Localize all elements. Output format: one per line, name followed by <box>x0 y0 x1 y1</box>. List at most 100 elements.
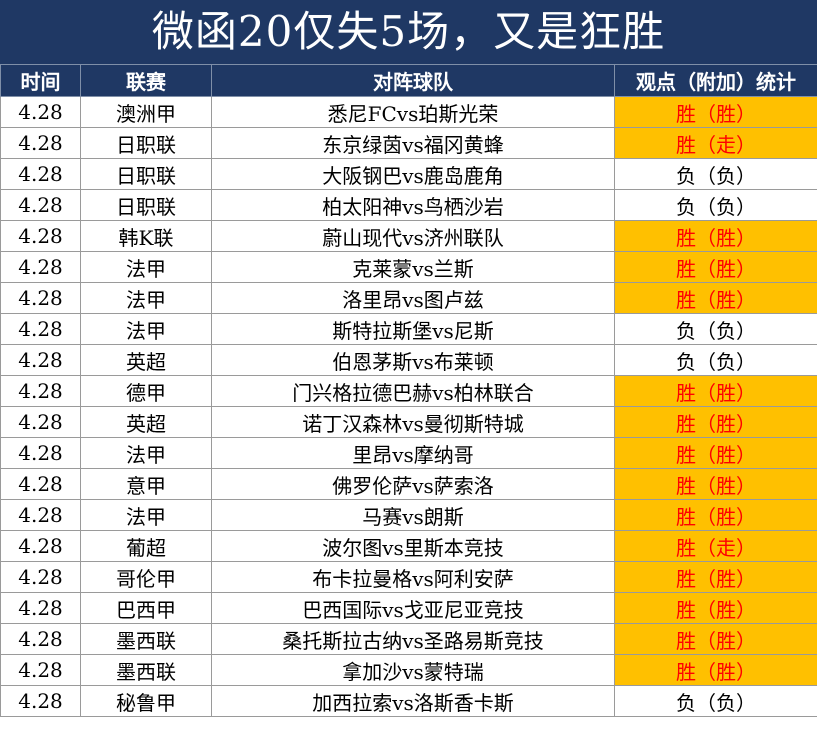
cell-time: 4.28 <box>0 654 81 686</box>
results-table: 时间 联赛 对阵球队 观点（附加）统计 4.28 澳洲甲 悉尼FCvs珀斯光荣 胜（胜… <box>0 64 817 717</box>
table-row: 4.28 韩K联 蔚山现代vs济州联队 胜（胜） <box>0 220 817 252</box>
cell-match: 马赛vs朗斯 <box>211 499 615 531</box>
cell-result: 胜（胜） <box>614 375 817 407</box>
table-row: 4.28 英超 诺丁汉森林vs曼彻斯特城 胜（胜） <box>0 406 817 438</box>
cell-league: 英超 <box>80 406 212 438</box>
cell-match: 拿加沙vs蒙特瑞 <box>211 654 615 686</box>
cell-match: 佛罗伦萨vs萨索洛 <box>211 468 615 500</box>
cell-match: 伯恩茅斯vs布莱顿 <box>211 344 615 376</box>
cell-match: 巴西国际vs戈亚尼亚竞技 <box>211 592 615 624</box>
table-row: 4.28 秘鲁甲 加西拉索vs洛斯香卡斯 负（负） <box>0 685 817 717</box>
table-row: 4.28 墨西联 拿加沙vs蒙特瑞 胜（胜） <box>0 654 817 686</box>
cell-league: 法甲 <box>80 282 212 314</box>
cell-league: 葡超 <box>80 530 212 562</box>
cell-result: 胜（胜） <box>614 96 817 128</box>
banner-title: 微函20仅失5场，又是狂胜 <box>0 0 817 64</box>
cell-result: 胜（胜） <box>614 654 817 686</box>
cell-league: 英超 <box>80 344 212 376</box>
cell-match: 波尔图vs里斯本竞技 <box>211 530 615 562</box>
cell-league: 巴西甲 <box>80 592 212 624</box>
cell-result: 胜（胜） <box>614 220 817 252</box>
cell-match: 布卡拉曼格vs阿利安萨 <box>211 561 615 593</box>
cell-result: 胜（走） <box>614 530 817 562</box>
cell-match: 克莱蒙vs兰斯 <box>211 251 615 283</box>
cell-time: 4.28 <box>0 220 81 252</box>
table-row: 4.28 墨西联 桑托斯拉古纳vs圣路易斯竞技 胜（胜） <box>0 623 817 655</box>
cell-league: 哥伦甲 <box>80 561 212 593</box>
cell-time: 4.28 <box>0 561 81 593</box>
table-row: 4.28 澳洲甲 悉尼FCvs珀斯光荣 胜（胜） <box>0 96 817 128</box>
cell-match: 门兴格拉德巴赫vs柏林联合 <box>211 375 615 407</box>
cell-time: 4.28 <box>0 313 81 345</box>
table-row: 4.28 英超 伯恩茅斯vs布莱顿 负（负） <box>0 344 817 376</box>
cell-league: 日职联 <box>80 127 212 159</box>
cell-league: 韩K联 <box>80 220 212 252</box>
cell-match: 大阪钢巴vs鹿岛鹿角 <box>211 158 615 190</box>
cell-result: 胜（胜） <box>614 592 817 624</box>
cell-time: 4.28 <box>0 685 81 717</box>
cell-match: 柏太阳神vs鸟栖沙岩 <box>211 189 615 221</box>
table-row: 4.28 法甲 斯特拉斯堡vs尼斯 负（负） <box>0 313 817 345</box>
table-row: 4.28 法甲 里昂vs摩纳哥 胜（胜） <box>0 437 817 469</box>
cell-league: 法甲 <box>80 313 212 345</box>
cell-time: 4.28 <box>0 189 81 221</box>
cell-time: 4.28 <box>0 499 81 531</box>
cell-league: 法甲 <box>80 251 212 283</box>
cell-time: 4.28 <box>0 251 81 283</box>
cell-match: 洛里昂vs图卢兹 <box>211 282 615 314</box>
cell-league: 墨西联 <box>80 623 212 655</box>
table-row: 4.28 法甲 洛里昂vs图卢兹 胜（胜） <box>0 282 817 314</box>
cell-match: 蔚山现代vs济州联队 <box>211 220 615 252</box>
header-time: 时间 <box>0 64 81 97</box>
cell-time: 4.28 <box>0 344 81 376</box>
cell-time: 4.28 <box>0 127 81 159</box>
cell-result: 胜（胜） <box>614 282 817 314</box>
cell-result: 胜（胜） <box>614 561 817 593</box>
cell-result: 胜（胜） <box>614 251 817 283</box>
table-row: 4.28 意甲 佛罗伦萨vs萨索洛 胜（胜） <box>0 468 817 500</box>
cell-time: 4.28 <box>0 623 81 655</box>
cell-result: 胜（走） <box>614 127 817 159</box>
cell-result: 负（负） <box>614 158 817 190</box>
header-result: 观点（附加）统计 <box>614 64 817 97</box>
table-row: 4.28 德甲 门兴格拉德巴赫vs柏林联合 胜（胜） <box>0 375 817 407</box>
cell-time: 4.28 <box>0 375 81 407</box>
cell-time: 4.28 <box>0 158 81 190</box>
cell-result: 胜（胜） <box>614 437 817 469</box>
cell-result: 胜（胜） <box>614 623 817 655</box>
cell-league: 墨西联 <box>80 654 212 686</box>
cell-match: 诺丁汉森林vs曼彻斯特城 <box>211 406 615 438</box>
header-match: 对阵球队 <box>211 64 615 97</box>
cell-match: 加西拉索vs洛斯香卡斯 <box>211 685 615 717</box>
cell-time: 4.28 <box>0 406 81 438</box>
cell-result: 负（负） <box>614 685 817 717</box>
header-league: 联赛 <box>80 64 212 97</box>
table-row: 4.28 葡超 波尔图vs里斯本竞技 胜（走） <box>0 530 817 562</box>
cell-league: 秘鲁甲 <box>80 685 212 717</box>
cell-league: 法甲 <box>80 437 212 469</box>
header-row: 时间 联赛 对阵球队 观点（附加）统计 <box>0 64 817 97</box>
table-row: 4.28 日职联 东京绿茵vs福冈黄蜂 胜（走） <box>0 127 817 159</box>
cell-match: 桑托斯拉古纳vs圣路易斯竞技 <box>211 623 615 655</box>
cell-match: 东京绿茵vs福冈黄蜂 <box>211 127 615 159</box>
table-row: 4.28 日职联 柏太阳神vs鸟栖沙岩 负（负） <box>0 189 817 221</box>
cell-result: 胜（胜） <box>614 468 817 500</box>
cell-league: 德甲 <box>80 375 212 407</box>
cell-result: 胜（胜） <box>614 499 817 531</box>
cell-match: 里昂vs摩纳哥 <box>211 437 615 469</box>
cell-match: 悉尼FCvs珀斯光荣 <box>211 96 615 128</box>
table-row: 4.28 日职联 大阪钢巴vs鹿岛鹿角 负（负） <box>0 158 817 190</box>
cell-league: 日职联 <box>80 189 212 221</box>
cell-time: 4.28 <box>0 437 81 469</box>
table-row: 4.28 法甲 马赛vs朗斯 胜（胜） <box>0 499 817 531</box>
table-row: 4.28 哥伦甲 布卡拉曼格vs阿利安萨 胜（胜） <box>0 561 817 593</box>
cell-time: 4.28 <box>0 592 81 624</box>
table-row: 4.28 法甲 克莱蒙vs兰斯 胜（胜） <box>0 251 817 283</box>
cell-league: 澳洲甲 <box>80 96 212 128</box>
table-body: 4.28 澳洲甲 悉尼FCvs珀斯光荣 胜（胜） 4.28 日职联 东京绿茵vs福冈黄蜂 胜（… <box>0 96 817 717</box>
cell-league: 日职联 <box>80 158 212 190</box>
cell-result: 负（负） <box>614 344 817 376</box>
cell-result: 负（负） <box>614 313 817 345</box>
cell-league: 意甲 <box>80 468 212 500</box>
